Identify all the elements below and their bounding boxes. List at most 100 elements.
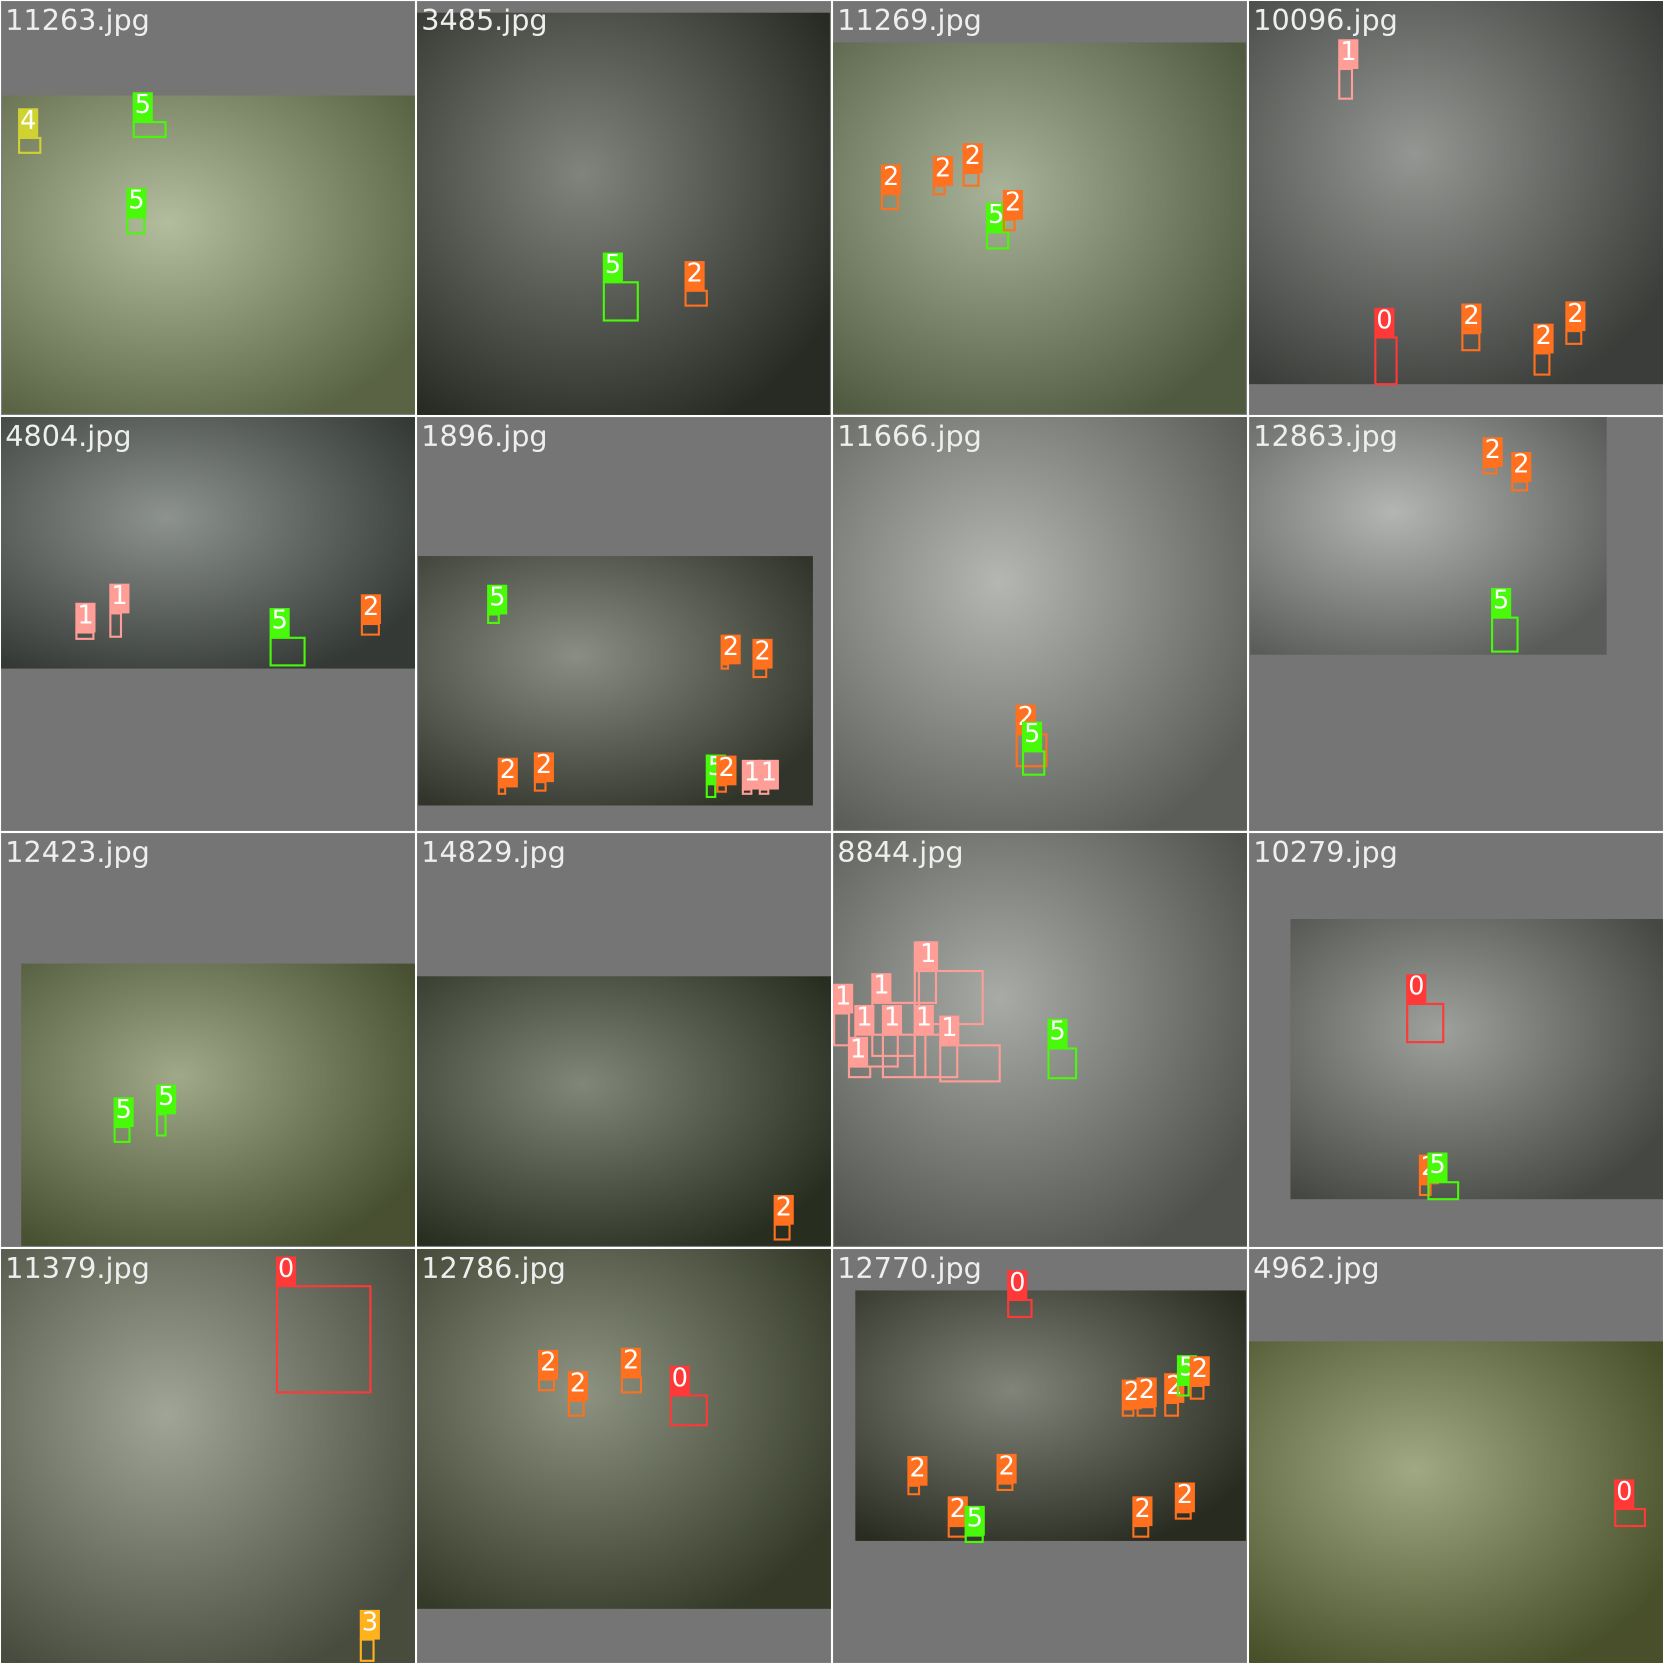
class-label: 2 bbox=[776, 1192, 792, 1222]
label-tag bbox=[913, 1004, 934, 1035]
class-label: 2 bbox=[1463, 301, 1479, 331]
label-tag bbox=[1406, 974, 1427, 1004]
label-tag bbox=[669, 1365, 690, 1396]
label-tag bbox=[1511, 452, 1532, 482]
label-tag bbox=[1132, 1496, 1153, 1527]
file-name: 12770.jpg bbox=[837, 1251, 982, 1285]
class-label: 2 bbox=[1177, 1480, 1193, 1510]
class-label: 2 bbox=[1513, 450, 1529, 480]
class-label: 4 bbox=[20, 106, 36, 136]
label-tag bbox=[1007, 1270, 1028, 1300]
class-label: 1 bbox=[920, 939, 936, 969]
photo-shade bbox=[1249, 1, 1663, 385]
class-label: 1 bbox=[884, 1003, 900, 1033]
tile: 5 5 12423.jpg bbox=[1, 833, 415, 1247]
class-label: 1 bbox=[850, 1034, 866, 1064]
label-tag bbox=[1002, 189, 1024, 220]
class-label: 2 bbox=[935, 154, 951, 184]
class-label: 2 bbox=[687, 259, 703, 289]
label-tag bbox=[497, 757, 518, 788]
class-label: 5 bbox=[1024, 719, 1040, 749]
class-label: 2 bbox=[500, 755, 516, 785]
class-label: 5 bbox=[116, 1095, 132, 1125]
file-name: 11269.jpg bbox=[837, 3, 982, 37]
label-tag bbox=[758, 759, 779, 790]
class-label: 2 bbox=[1134, 1494, 1150, 1524]
class-label: 1 bbox=[744, 757, 760, 787]
label-tag bbox=[1491, 587, 1512, 618]
label-tag bbox=[132, 92, 153, 123]
label-tag bbox=[1374, 307, 1395, 338]
label-tag bbox=[487, 584, 508, 615]
label-tag bbox=[881, 1004, 903, 1035]
file-name: 8844.jpg bbox=[837, 835, 963, 869]
label-tag bbox=[962, 143, 983, 173]
label-tag bbox=[996, 1453, 1017, 1484]
photo-shade bbox=[417, 1249, 831, 1609]
class-label: 2 bbox=[718, 753, 734, 783]
class-label: 2 bbox=[723, 632, 739, 662]
label-tag bbox=[716, 755, 737, 786]
label-tag bbox=[947, 1496, 968, 1527]
photo-shade bbox=[1250, 417, 1607, 655]
class-label: 5 bbox=[967, 1503, 983, 1533]
class-label: 5 bbox=[128, 185, 144, 215]
label-tag bbox=[1427, 1152, 1448, 1183]
photo-shade bbox=[1, 1249, 415, 1663]
label-tag bbox=[917, 941, 939, 972]
photo-shade bbox=[834, 417, 1247, 830]
class-label: 2 bbox=[570, 1369, 586, 1399]
photo-shade bbox=[834, 833, 1247, 1246]
label-tag bbox=[1461, 303, 1482, 334]
class-label: 2 bbox=[883, 162, 899, 192]
bounding-box bbox=[275, 1285, 372, 1394]
class-label: 0 bbox=[278, 1254, 294, 1284]
label-tag bbox=[1565, 301, 1586, 332]
label-tag bbox=[275, 1256, 297, 1287]
label-tag bbox=[871, 973, 892, 1003]
label-tag bbox=[985, 202, 1007, 233]
class-label: 1 bbox=[835, 981, 851, 1011]
tile: 0 4962.jpg bbox=[1249, 1249, 1663, 1663]
class-label: 1 bbox=[761, 757, 777, 787]
bounding-box bbox=[913, 1033, 959, 1079]
tile: 0 3 11379.jpg bbox=[1, 1249, 415, 1663]
file-name: 12423.jpg bbox=[5, 835, 150, 869]
class-label: 5 bbox=[135, 90, 151, 120]
tile: 11111111158844.jpg bbox=[833, 833, 1247, 1247]
photo-shade bbox=[833, 42, 1246, 414]
class-label: 2 bbox=[1536, 321, 1552, 351]
label-tag bbox=[1047, 1018, 1068, 1049]
class-label: 5 bbox=[158, 1082, 174, 1112]
class-label: 5 bbox=[1429, 1150, 1445, 1180]
label-tag bbox=[939, 1015, 960, 1046]
tile: 02510279.jpg bbox=[1249, 833, 1663, 1247]
class-label: 1 bbox=[1340, 37, 1356, 67]
photo-shade bbox=[417, 976, 831, 1246]
class-label: 1 bbox=[111, 581, 127, 611]
class-label: 0 bbox=[1408, 972, 1424, 1002]
class-label: 0 bbox=[1616, 1477, 1632, 1507]
label-tag bbox=[752, 638, 773, 669]
label-tag bbox=[360, 594, 381, 624]
class-label: 1 bbox=[916, 1003, 932, 1033]
class-label: 2 bbox=[755, 636, 771, 666]
label-tag bbox=[1614, 1479, 1635, 1510]
class-label: 2 bbox=[1139, 1375, 1155, 1405]
label-tag bbox=[720, 634, 741, 665]
class-label: 1 bbox=[77, 600, 93, 630]
file-name: 4962.jpg bbox=[1253, 1251, 1379, 1285]
label-tag bbox=[932, 156, 953, 186]
label-tag bbox=[18, 108, 39, 138]
label-tag bbox=[359, 1609, 380, 1640]
label-tag bbox=[75, 602, 96, 633]
class-label: 2 bbox=[1124, 1377, 1140, 1407]
class-label: 2 bbox=[1485, 435, 1501, 465]
label-tag bbox=[602, 252, 623, 283]
class-label: 0 bbox=[1376, 305, 1392, 335]
tile: 2 2 5 12863.jpg bbox=[1249, 417, 1663, 831]
